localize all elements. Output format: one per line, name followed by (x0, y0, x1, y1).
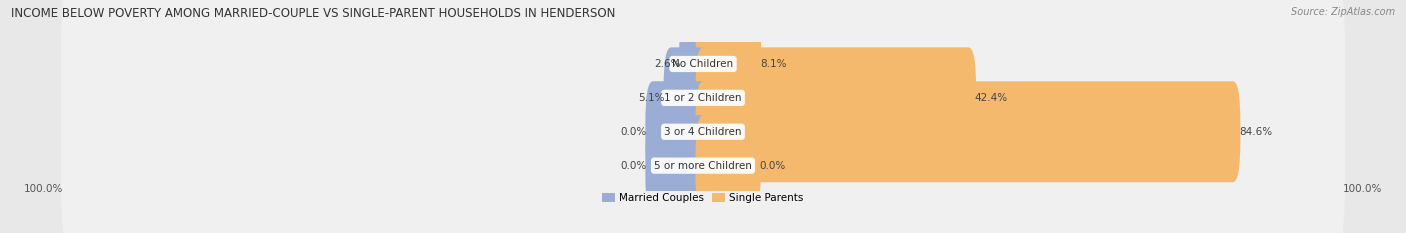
FancyBboxPatch shape (664, 47, 710, 148)
FancyBboxPatch shape (645, 115, 710, 216)
Text: 5 or more Children: 5 or more Children (654, 161, 752, 171)
FancyBboxPatch shape (60, 31, 1346, 232)
FancyBboxPatch shape (696, 81, 1240, 182)
Text: Source: ZipAtlas.com: Source: ZipAtlas.com (1291, 7, 1395, 17)
FancyBboxPatch shape (696, 115, 761, 216)
Text: 3 or 4 Children: 3 or 4 Children (664, 127, 742, 137)
Text: 100.0%: 100.0% (1343, 184, 1382, 194)
FancyBboxPatch shape (679, 14, 710, 114)
FancyBboxPatch shape (645, 81, 710, 182)
FancyBboxPatch shape (60, 0, 1346, 165)
Text: 1 or 2 Children: 1 or 2 Children (664, 93, 742, 103)
Text: INCOME BELOW POVERTY AMONG MARRIED-COUPLE VS SINGLE-PARENT HOUSEHOLDS IN HENDERS: INCOME BELOW POVERTY AMONG MARRIED-COUPL… (11, 7, 616, 20)
Text: 5.1%: 5.1% (638, 93, 665, 103)
Text: 100.0%: 100.0% (24, 184, 63, 194)
FancyBboxPatch shape (60, 0, 1346, 199)
Text: 2.6%: 2.6% (654, 59, 681, 69)
Text: 42.4%: 42.4% (974, 93, 1008, 103)
Text: 0.0%: 0.0% (759, 161, 786, 171)
Text: No Children: No Children (672, 59, 734, 69)
FancyBboxPatch shape (696, 47, 976, 148)
FancyBboxPatch shape (60, 65, 1346, 233)
Text: 84.6%: 84.6% (1239, 127, 1272, 137)
Legend: Married Couples, Single Parents: Married Couples, Single Parents (600, 191, 806, 205)
Text: 0.0%: 0.0% (620, 161, 647, 171)
FancyBboxPatch shape (696, 14, 761, 114)
Text: 8.1%: 8.1% (761, 59, 786, 69)
Text: 0.0%: 0.0% (620, 127, 647, 137)
